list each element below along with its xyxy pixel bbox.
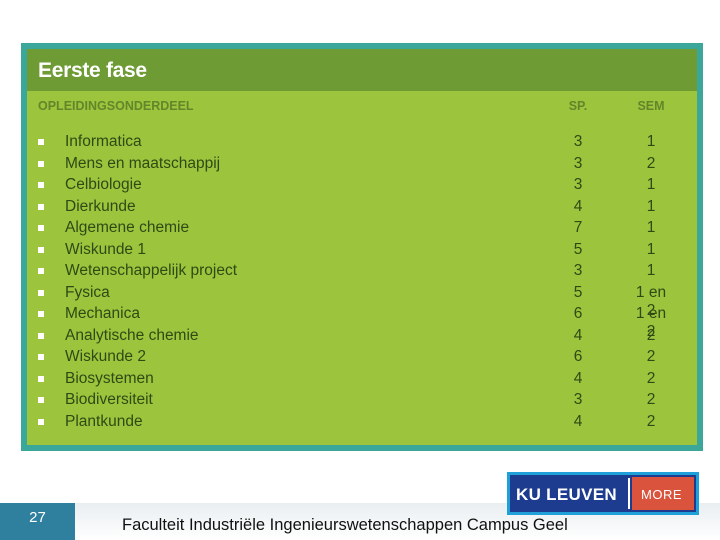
bullet-icon — [38, 203, 44, 210]
table-row: Biosystemen 4 2 — [27, 370, 697, 392]
ku-leuven-logo: KU LEUVEN — [516, 485, 617, 504]
course-sem: 1 — [646, 262, 656, 279]
table-row: Mens en maatschappij 3 2 — [27, 155, 697, 177]
moore-logo: MORE — [641, 487, 682, 502]
course-name: Informatica — [65, 133, 142, 150]
logo-divider — [628, 478, 630, 509]
course-sp: 4 — [573, 197, 583, 215]
table-row: Analytische chemie 4 2 — [27, 327, 697, 349]
course-sp: 5 — [573, 240, 583, 258]
title-bar: Eerste fase — [27, 49, 697, 91]
footer-text: Faculteit Industriële Ingenieurswetensch… — [122, 516, 568, 534]
course-sp: 6 — [573, 305, 583, 322]
table-row: Mechanica 6 1 en 2 — [27, 305, 697, 340]
table-row: Wiskunde 2 6 2 — [27, 348, 697, 370]
course-name: Biodiversiteit — [65, 391, 153, 408]
course-sem: 2 — [646, 154, 656, 172]
course-sem: 2 — [646, 391, 656, 408]
course-sp: 3 — [573, 133, 583, 150]
course-name: Wiskunde 1 — [65, 240, 146, 258]
course-name: Wetenschappelijk project — [65, 262, 238, 279]
header-sem: SEM — [637, 99, 665, 113]
table-row: Dierkunde 4 1 — [27, 198, 697, 220]
bullet-icon — [38, 289, 44, 296]
course-name: Mechanica — [65, 305, 140, 322]
course-name: Plantkunde — [65, 412, 143, 430]
bullet-icon — [38, 375, 44, 382]
bullet-icon — [38, 397, 44, 403]
course-sp: 3 — [573, 176, 583, 193]
bullet-icon — [38, 246, 44, 253]
table-row: Wiskunde 1 5 1 — [27, 241, 697, 263]
page-number-tab — [0, 503, 75, 540]
table-row: Plantkunde 4 2 — [27, 413, 697, 435]
course-sem: 1 — [646, 240, 656, 258]
course-sem: 2 — [646, 326, 656, 344]
course-sem: 1 — [646, 219, 656, 236]
course-table-panel: Eerste fase OPLEIDINGSONDERDEEL SP. SEM … — [21, 43, 703, 451]
bullet-icon — [38, 418, 44, 425]
course-sem: 2 — [646, 412, 656, 430]
page-number: 27 — [29, 509, 46, 526]
course-name: Wiskunde 2 — [65, 348, 146, 365]
course-sem: 2 — [646, 369, 656, 387]
bullet-icon — [38, 268, 44, 274]
course-name: Algemene chemie — [65, 219, 190, 236]
course-table: Eerste fase OPLEIDINGSONDERDEEL SP. SEM … — [27, 49, 697, 445]
bullet-icon — [38, 332, 44, 339]
course-sem: 1 — [646, 176, 656, 193]
bullet-icon — [38, 139, 44, 145]
table-row: Wetenschappelijk project 3 1 — [27, 262, 697, 284]
course-sp: 3 — [573, 262, 583, 279]
header-sp: SP. — [568, 99, 588, 113]
course-sp: 7 — [573, 219, 583, 236]
course-name: Fysica — [65, 283, 110, 301]
course-sp: 6 — [573, 348, 583, 365]
bullet-icon — [38, 160, 44, 167]
course-name: Dierkunde — [65, 197, 136, 215]
course-sp: 4 — [573, 369, 583, 387]
table-row: Biodiversiteit 3 2 — [27, 391, 697, 413]
course-name: Biosystemen — [65, 369, 154, 387]
course-name: Analytische chemie — [65, 326, 199, 344]
course-name: Celbiologie — [65, 176, 142, 193]
table-row: Fysica 5 1 en 2 — [27, 283, 697, 319]
table-row: Algemene chemie 7 1 — [27, 219, 697, 241]
course-sem: 1 en 2 — [635, 283, 667, 319]
course-sp: 3 — [573, 391, 583, 408]
page-title: Eerste fase — [38, 59, 147, 82]
course-sem: 1 — [646, 197, 656, 215]
course-sem: 1 — [646, 133, 656, 150]
logo-block: KU LEUVEN MORE — [507, 472, 699, 515]
moore-logo-box: MORE — [632, 477, 694, 510]
course-sem: 1 en 2 — [635, 305, 667, 340]
bullet-icon — [38, 311, 44, 317]
course-sp: 4 — [573, 326, 583, 344]
course-sp: 4 — [573, 412, 583, 430]
course-name: Mens en maatschappij — [65, 154, 221, 172]
bullet-icon — [38, 354, 44, 360]
bullet-icon — [38, 225, 44, 231]
table-row: Celbiologie 3 1 — [27, 176, 697, 198]
course-sp: 5 — [573, 283, 583, 301]
header-course: OPLEIDINGSONDERDEEL — [38, 99, 194, 113]
course-sp: 3 — [573, 154, 583, 172]
table-row: Informatica 3 1 — [27, 133, 697, 155]
course-sem: 2 — [646, 348, 656, 365]
bullet-icon — [38, 182, 44, 188]
